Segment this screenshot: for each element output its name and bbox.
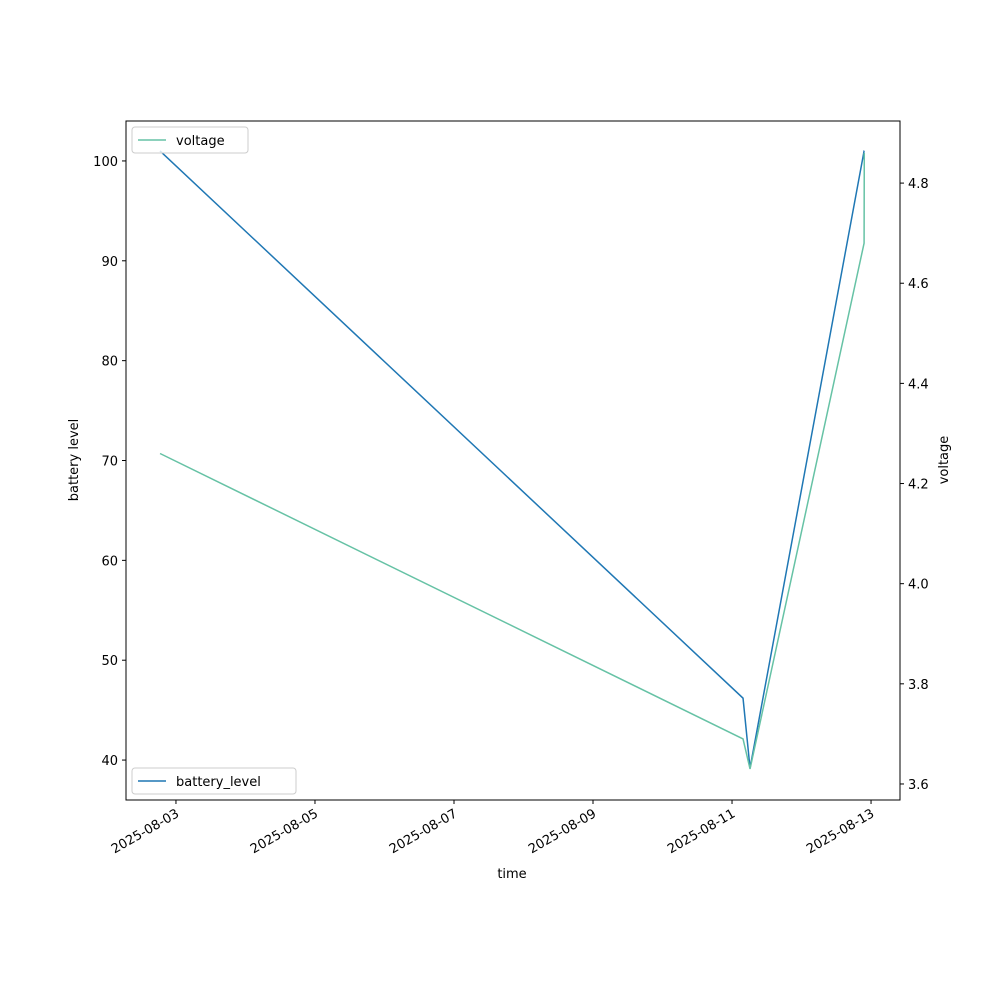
plot-frame [125,120,901,801]
y-tick-label: 70 [101,455,118,470]
x-tick-label: 2025-08-03 [109,806,182,857]
series-line [159,153,866,770]
y-tick-label: 40 [101,754,118,769]
x-tick-label: 2025-08-07 [387,806,460,857]
x-tick-label: 2025-08-09 [526,806,599,857]
y2-tick-label: 3.8 [908,678,929,693]
y2-tick-label: 4.0 [908,578,929,593]
x-axis-label: time [497,867,526,882]
legend-box [131,767,297,795]
y-axis-label: battery level [67,419,82,502]
x-tick-label: 2025-08-05 [248,806,321,857]
y-tick-label: 50 [101,654,118,669]
y-tick-label: 100 [93,155,118,170]
y2-tick-label: 3.6 [908,778,929,793]
y2-tick-label: 4.4 [908,377,929,392]
y2-tick-label: 4.6 [908,277,929,292]
y2-tick-label: 4.2 [908,478,929,493]
series-line [159,150,865,769]
legend-box [131,126,249,154]
legend-label: battery_level [176,775,261,790]
y2-tick-label: 4.8 [908,177,929,192]
y-tick-label: 60 [101,554,118,569]
legend-label: voltage [176,134,225,149]
y-tick-label: 80 [101,355,118,370]
y-tick-label: 90 [101,255,118,270]
y2-axis-label: voltage [937,436,952,485]
x-tick-label: 2025-08-13 [804,806,877,857]
x-tick-label: 2025-08-11 [665,806,738,857]
